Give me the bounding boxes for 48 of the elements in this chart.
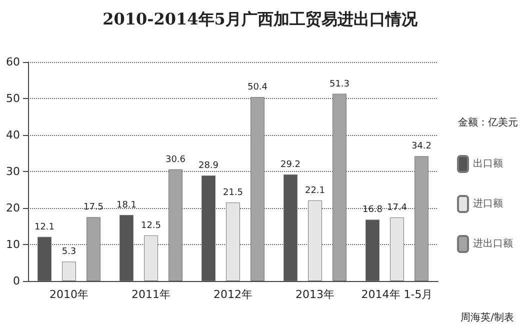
data-label: 50.4 xyxy=(247,82,268,93)
y-tick-label: 50 xyxy=(6,92,20,105)
chart-title: 2010-2014年5月广西加工贸易进出口情况 xyxy=(102,10,418,28)
x-tick-label: 2013年 xyxy=(296,288,334,301)
bar xyxy=(414,156,428,281)
data-label: 5.3 xyxy=(62,247,76,258)
y-tick-label: 60 xyxy=(6,56,20,68)
bar xyxy=(308,200,322,281)
bar xyxy=(390,217,404,281)
text: 金额：亿美元 xyxy=(458,116,518,128)
bar xyxy=(202,176,216,281)
legend-label: 进口额 xyxy=(473,198,503,210)
legend-label: 进出口额 xyxy=(473,238,513,250)
legend-label: 出口额 xyxy=(473,158,503,170)
bar xyxy=(366,220,380,281)
x-tick-label: 2014年 1-5月 xyxy=(361,288,433,301)
data-label: 22.1 xyxy=(304,186,326,196)
data-label: 12.5 xyxy=(140,220,162,231)
x-tick-label: 2011年 xyxy=(132,288,170,301)
x-tick-label: 2012年 xyxy=(214,288,252,301)
data-label: 17.5 xyxy=(83,202,104,213)
bar xyxy=(168,169,182,281)
data-label: 29.2 xyxy=(280,160,301,170)
bar xyxy=(120,214,134,281)
y-tick-label: 40 xyxy=(6,128,20,142)
bar xyxy=(144,235,158,281)
bar xyxy=(226,202,240,281)
x-tick-label: 2010年 xyxy=(50,288,88,301)
y-tick-label: 20 xyxy=(6,202,20,214)
y-tick-label: 10 xyxy=(6,238,20,251)
data-label: 12.1 xyxy=(34,222,55,232)
data-label: 17.4 xyxy=(386,202,408,213)
data-label: 34.2 xyxy=(411,142,432,152)
y-tick-label: 30 xyxy=(6,165,20,178)
y-tick-label: 0 xyxy=(13,274,20,288)
data-label: 51.3 xyxy=(329,79,350,90)
text: 周海英/制表 xyxy=(460,312,514,324)
bar xyxy=(86,217,100,281)
bar xyxy=(284,174,298,281)
data-label: 28.9 xyxy=(198,161,219,172)
data-label: 16.8 xyxy=(362,205,383,216)
bar xyxy=(250,97,264,281)
data-label: 18.1 xyxy=(116,200,137,210)
bar xyxy=(38,236,52,281)
bar xyxy=(62,262,76,281)
data-label: 21.5 xyxy=(222,188,244,198)
data-label: 30.6 xyxy=(165,154,186,165)
bar xyxy=(332,94,346,281)
